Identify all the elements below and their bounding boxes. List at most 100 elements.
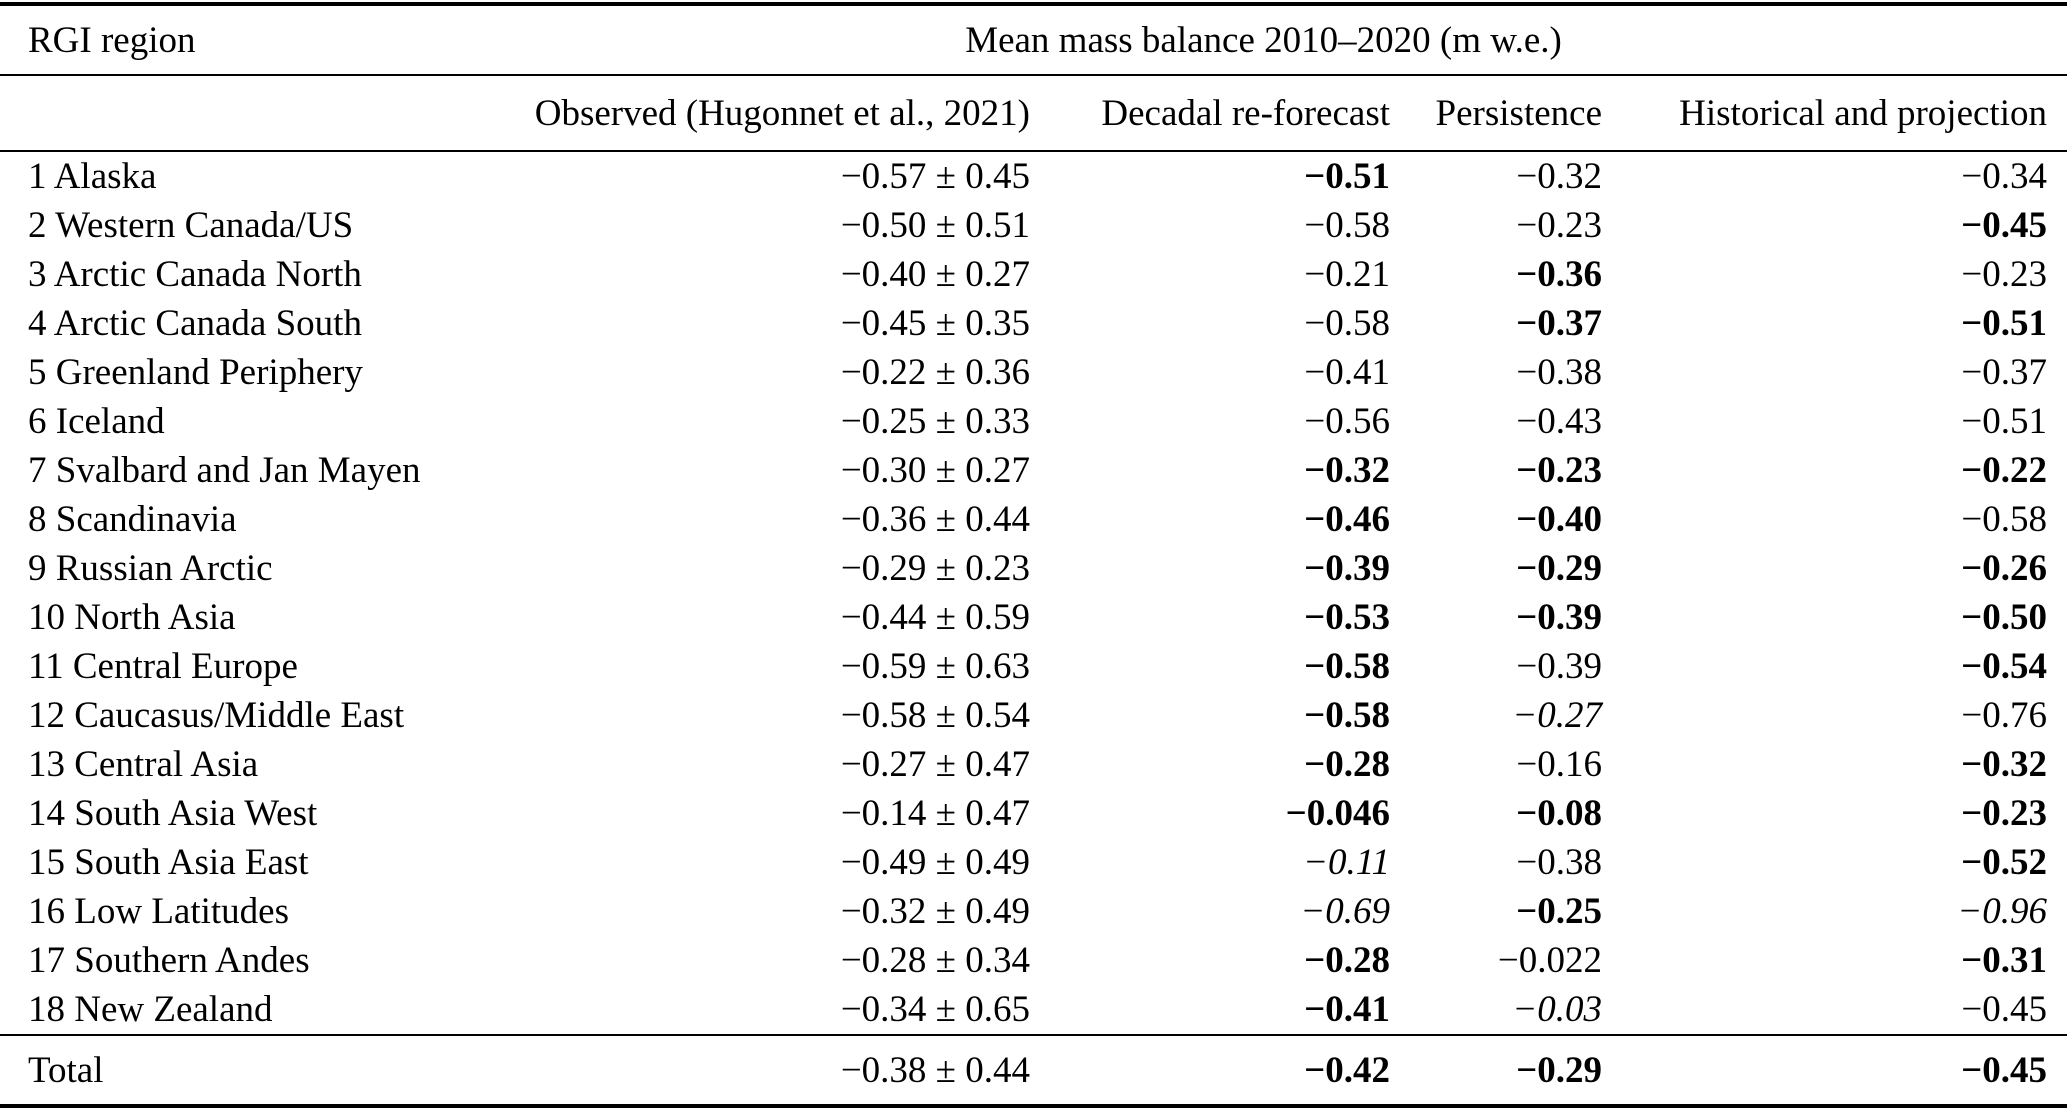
decadal-reforecast-cell: −0.41 [1030, 985, 1390, 1036]
column-header-empty [0, 75, 480, 152]
observed-cell: −0.58 ± 0.54 [840, 695, 1030, 736]
region-cell: 4 Arctic Canada South [28, 303, 362, 344]
observed-cell: −0.28 ± 0.34 [840, 940, 1030, 981]
region-cell: 5 Greenland Periphery [28, 352, 363, 393]
observed-cell: −0.44 ± 0.59 [840, 597, 1030, 638]
historical-projection-cell: −0.22 [1961, 450, 2047, 491]
decadal-reforecast-cell: −0.42 [1030, 1035, 1390, 1108]
table-row: 4 Arctic Canada South −0.45 ± 0.35 −0.58 −0… [0, 299, 2067, 348]
region-cell: 9 Russian Arctic [28, 548, 273, 589]
persistence-cell: −0.38 [1516, 842, 1602, 883]
decadal-reforecast-cell: −0.58 [1304, 695, 1390, 736]
observed-cell: −0.32 ± 0.49 [840, 891, 1030, 932]
region-cell: 14 South Asia West [28, 793, 318, 834]
column-header-observed: Observed (Hugonnet et al., 2021) [480, 75, 1030, 152]
region-cell: 12 Caucasus/Middle East [28, 695, 405, 736]
persistence-cell: −0.32 [1516, 156, 1602, 197]
decadal-reforecast-cell: −0.39 [1304, 548, 1390, 589]
table-row: 15 South Asia East −0.49 ± 0.49 −0.11 −0.38… [0, 838, 2067, 887]
observed-cell: −0.50 ± 0.51 [840, 205, 1030, 246]
historical-projection-cell: −0.52 [1961, 842, 2047, 883]
rgi-region-header: RGI region [0, 4, 480, 76]
historical-projection-cell: −0.51 [1961, 401, 2047, 442]
decadal-reforecast-cell: −0.69 [1300, 891, 1390, 932]
column-header-row: Observed (Hugonnet et al., 2021) Decadal… [0, 75, 2067, 152]
decadal-reforecast-cell: −0.53 [1304, 597, 1390, 638]
observed-cell: −0.49 ± 0.49 [840, 842, 1030, 883]
region-cell: 7 Svalbard and Jan Mayen [28, 450, 421, 491]
region-cell: 15 South Asia East [28, 842, 309, 883]
decadal-reforecast-cell: −0.32 [1304, 450, 1390, 491]
table-row: 11 Central Europe −0.59 ± 0.63 −0.58 −0.39 −… [0, 642, 2067, 691]
observed-cell: −0.38 ± 0.44 [480, 1035, 1030, 1108]
table-row: 7 Svalbard and Jan Mayen −0.30 ± 0.27 −0.3… [0, 446, 2067, 495]
region-cell: 13 Central Asia [28, 744, 259, 785]
decadal-reforecast-cell: −0.58 [1304, 303, 1390, 344]
region-cell: 8 Scandinavia [28, 499, 237, 540]
table-footer: Total −0.38 ± 0.44 −0.42 −0.29 −0.45 [0, 1035, 2067, 1108]
historical-projection-cell: −0.31 [1961, 940, 2047, 981]
persistence-cell: −0.16 [1516, 744, 1602, 785]
observed-cell: −0.14 ± 0.47 [840, 793, 1030, 834]
decadal-reforecast-cell: −0.46 [1304, 499, 1390, 540]
observed-cell: −0.30 ± 0.27 [840, 450, 1030, 491]
table-row: 1 Alaska −0.57 ± 0.45 −0.51 −0.32 −0.34 [0, 151, 2067, 201]
table-row: 18 New Zealand −0.34 ± 0.65 −0.41 −0.03 −0.4… [0, 985, 2067, 1036]
persistence-cell: −0.23 [1516, 450, 1602, 491]
table-row: 3 Arctic Canada North −0.40 ± 0.27 −0.21 −0… [0, 250, 2067, 299]
persistence-cell: −0.29 [1390, 1035, 1602, 1108]
observed-cell: −0.25 ± 0.33 [840, 401, 1030, 442]
persistence-cell: −0.27 [1512, 695, 1602, 736]
table-row: 8 Scandinavia −0.36 ± 0.44 −0.46 −0.40 −0.58 [0, 495, 2067, 544]
decadal-reforecast-cell: −0.41 [1304, 352, 1390, 393]
historical-projection-cell: −0.34 [1961, 156, 2047, 197]
decadal-reforecast-cell: −0.56 [1304, 401, 1390, 442]
persistence-cell: −0.38 [1516, 352, 1602, 393]
table-row: 12 Caucasus/Middle East −0.58 ± 0.54 −0.58… [0, 691, 2067, 740]
historical-projection-cell: −0.23 [1961, 254, 2047, 295]
table-row: 17 Southern Andes −0.28 ± 0.34 −0.28 −0.022… [0, 936, 2067, 985]
persistence-cell: −0.36 [1516, 254, 1602, 295]
region-cell: 18 New Zealand [0, 985, 480, 1036]
persistence-cell: −0.43 [1516, 401, 1602, 442]
historical-projection-cell: −0.58 [1961, 499, 2047, 540]
persistence-cell: −0.37 [1516, 303, 1602, 344]
historical-projection-cell: −0.23 [1961, 793, 2047, 834]
observed-cell: −0.36 ± 0.44 [840, 499, 1030, 540]
table-row: 13 Central Asia −0.27 ± 0.47 −0.28 −0.16 −0.… [0, 740, 2067, 789]
historical-projection-cell: −0.45 [1602, 985, 2067, 1036]
decadal-reforecast-cell: −0.11 [1303, 842, 1390, 883]
observed-cell: −0.45 ± 0.35 [840, 303, 1030, 344]
column-header-persistence: Persistence [1390, 75, 1602, 152]
decadal-reforecast-cell: −0.58 [1304, 205, 1390, 246]
historical-projection-cell: −0.45 [1961, 205, 2047, 246]
observed-cell: −0.22 ± 0.36 [840, 352, 1030, 393]
column-header-historical-projection: Historical and projection [1602, 75, 2067, 152]
decadal-reforecast-cell: −0.046 [1285, 793, 1390, 834]
persistence-cell: −0.08 [1516, 793, 1602, 834]
decadal-reforecast-cell: −0.51 [1304, 156, 1390, 197]
historical-projection-cell: −0.50 [1961, 597, 2047, 638]
historical-projection-cell: −0.32 [1961, 744, 2047, 785]
region-cell: 17 Southern Andes [28, 940, 310, 981]
historical-projection-cell: −0.96 [1957, 891, 2047, 932]
region-cell: 3 Arctic Canada North [28, 254, 362, 295]
historical-projection-cell: −0.76 [1961, 695, 2047, 736]
persistence-cell: −0.23 [1516, 205, 1602, 246]
persistence-cell: −0.022 [1497, 940, 1602, 981]
persistence-cell: −0.03 [1390, 985, 1602, 1036]
region-cell: 11 Central Europe [28, 646, 298, 687]
historical-projection-cell: −0.26 [1961, 548, 2047, 589]
column-header-decadal-reforecast: Decadal re-forecast [1030, 75, 1390, 152]
region-cell: 2 Western Canada/US [28, 205, 354, 246]
region-cell: 16 Low Latitudes [28, 891, 290, 932]
historical-projection-cell: −0.37 [1961, 352, 2047, 393]
historical-projection-cell: −0.54 [1961, 646, 2047, 687]
decadal-reforecast-cell: −0.28 [1304, 940, 1390, 981]
group-header: Mean mass balance 2010–2020 (m w.e.) [480, 4, 2067, 76]
observed-cell: −0.29 ± 0.23 [840, 548, 1030, 589]
total-row: Total −0.38 ± 0.44 −0.42 −0.29 −0.45 [0, 1035, 2067, 1108]
observed-cell: −0.40 ± 0.27 [840, 254, 1030, 295]
table-row: 14 South Asia West −0.14 ± 0.47 −0.046 −0.0… [0, 789, 2067, 838]
